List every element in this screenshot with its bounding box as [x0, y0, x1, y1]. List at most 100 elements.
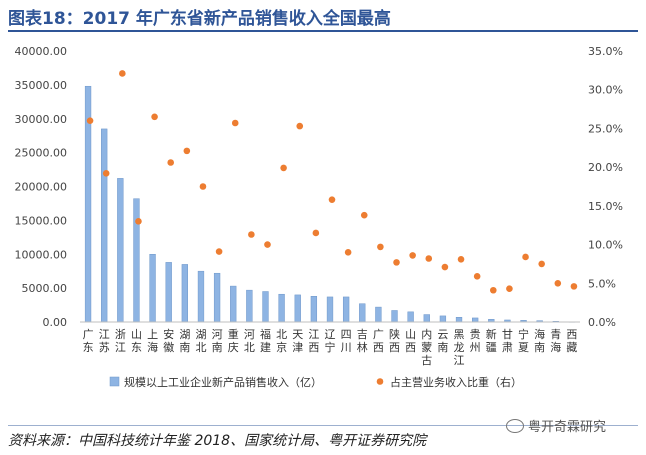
- category-label: 吉林: [357, 328, 368, 354]
- point-青海: [554, 279, 562, 287]
- category-label: 广西: [373, 328, 384, 354]
- point-甘肃: [506, 285, 513, 293]
- category-label: 安徽: [163, 327, 174, 354]
- bar-安徽: [165, 262, 172, 323]
- point-河南: [215, 248, 223, 255]
- point-天津: [296, 122, 304, 130]
- y-right-tick-label: 0.0%: [588, 316, 616, 329]
- bar-福建: [262, 291, 269, 323]
- right-axis: 0.0% 5.0% 10.0% 15.0% 20.0% 25.0% 30.0% 35.0%: [588, 45, 623, 329]
- legend-dot-label: 占主营业务收入比重（右）: [390, 375, 522, 389]
- category-label: 重庆: [228, 327, 239, 354]
- point-内蒙古: [425, 255, 433, 262]
- category-label: 云南: [437, 328, 448, 354]
- point-云南: [441, 263, 449, 271]
- point-湖南: [183, 147, 191, 155]
- bar-series: [84, 85, 576, 323]
- point-重庆: [231, 119, 239, 127]
- point-福建: [264, 241, 271, 248]
- point-江西: [312, 229, 320, 237]
- y-left-tick-label: 40000.00: [15, 45, 68, 58]
- point-广东: [86, 117, 94, 124]
- category-label: 天津: [292, 328, 303, 354]
- bar-重庆: [230, 285, 237, 323]
- point-湖北: [199, 183, 207, 190]
- bar-江西: [310, 296, 318, 323]
- bar-北京: [278, 293, 285, 323]
- bar-广西: [375, 306, 382, 323]
- y-right-tick-label: 5.0%: [588, 277, 616, 290]
- category-label: 山西: [405, 328, 416, 354]
- bar-湖南: [181, 264, 188, 323]
- point-四川: [344, 249, 352, 256]
- y-right-tick-label: 35.0%: [588, 45, 623, 58]
- y-left-tick-label: 25000.00: [15, 147, 68, 160]
- category-label: 北京: [276, 328, 287, 354]
- category-label: 辽宁: [325, 328, 336, 354]
- category-label: 宁夏: [518, 327, 529, 354]
- point-江苏: [102, 170, 110, 177]
- bar-河南: [213, 272, 221, 323]
- source-note: 资料来源：中国科技统计年鉴 2018、国家统计局、粤开证券研究院: [8, 433, 427, 449]
- title-underline: [8, 30, 638, 32]
- legend-bar-label: 规模以上工业企业新产品销售收入（亿）: [124, 375, 322, 389]
- wechat-icon: [506, 419, 524, 433]
- category-label: 上海: [147, 328, 158, 354]
- bar-贵州: [472, 317, 479, 323]
- bar-河北: [246, 289, 253, 323]
- category-label: 四川: [341, 328, 352, 354]
- category-label: 黑龙江: [454, 328, 465, 367]
- category-label: 广东: [83, 328, 94, 354]
- chart-title: 图表18：2017 年广东省新产品销售收入全国最高: [8, 9, 391, 29]
- bar-辽宁: [326, 296, 334, 323]
- point-吉林: [360, 211, 368, 219]
- y-right-tick-label: 15.0%: [588, 200, 623, 213]
- category-label: 贵州: [470, 328, 481, 354]
- category-label: 青海: [550, 328, 561, 354]
- point-北京: [280, 164, 287, 172]
- y-right-tick-label: 25.0%: [588, 122, 623, 135]
- y-right-tick-label: 30.0%: [588, 84, 623, 97]
- point-海南: [538, 260, 545, 268]
- bar-湖北: [197, 270, 205, 323]
- point-辽宁: [328, 196, 336, 203]
- category-label: 福建: [260, 327, 271, 354]
- y-left-tick-label: 5000.00: [22, 282, 68, 295]
- category-label: 湖北: [195, 328, 206, 354]
- bar-云南: [439, 315, 447, 323]
- point-山东: [135, 218, 142, 225]
- category-label: 陕西: [389, 327, 400, 354]
- bar-吉林: [359, 303, 366, 323]
- category-label: 内蒙古: [421, 327, 432, 367]
- category-label: 江西: [308, 328, 319, 354]
- point-贵州: [473, 273, 481, 280]
- point-宁夏: [522, 253, 529, 261]
- category-label: 西藏: [566, 328, 577, 354]
- category-axis: 广东江苏浙江山东上海安徽湖南湖北河南重庆河北福建北京天津江西辽宁四川吉林广西陕西…: [80, 321, 580, 367]
- bar-内蒙古: [423, 314, 430, 323]
- y-left-tick-label: 30000.00: [15, 113, 68, 126]
- y-right-tick-label: 10.0%: [588, 239, 623, 252]
- y-left-tick-label: 10000.00: [15, 248, 68, 261]
- point-广西: [377, 243, 384, 251]
- y-left-tick-label: 0.00: [43, 316, 68, 329]
- legend: 规模以上工业企业新产品销售收入（亿） 占主营业务收入比重（右）: [109, 375, 522, 389]
- point-黑龙江: [457, 255, 465, 263]
- bar-上海: [149, 254, 156, 323]
- point-陕西: [393, 259, 400, 266]
- category-label: 江苏: [99, 328, 110, 354]
- y-left-tick-label: 35000.00: [15, 79, 68, 92]
- legend-dot-swatch: [376, 378, 384, 385]
- point-西藏: [570, 283, 578, 290]
- y-left-tick-label: 15000.00: [15, 214, 68, 227]
- bar-山东: [133, 198, 140, 323]
- watermark-text: 粤开奇霖研究: [528, 420, 607, 435]
- point-新疆: [489, 286, 497, 294]
- category-label: 河南: [212, 328, 223, 354]
- footer-rule: [8, 425, 638, 426]
- legend-bar-swatch: [109, 376, 120, 387]
- point-河北: [248, 231, 255, 238]
- bar-黑龙江: [455, 317, 463, 323]
- category-label: 新疆: [486, 327, 497, 354]
- y-right-tick-label: 20.0%: [588, 161, 623, 174]
